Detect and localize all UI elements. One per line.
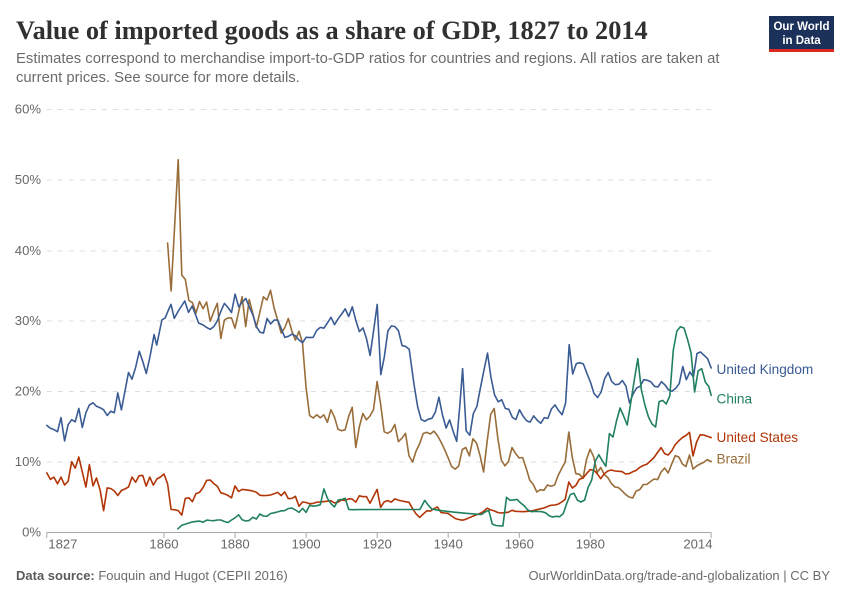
svg-text:1880: 1880	[221, 537, 250, 552]
svg-text:1900: 1900	[292, 537, 321, 552]
svg-text:30%: 30%	[15, 313, 42, 328]
svg-text:20%: 20%	[15, 384, 42, 399]
svg-text:United States: United States	[717, 430, 799, 445]
svg-text:1860: 1860	[149, 537, 178, 552]
svg-text:United Kingdom: United Kingdom	[717, 362, 814, 377]
svg-text:1980: 1980	[576, 537, 605, 552]
svg-text:50%: 50%	[15, 172, 42, 187]
svg-text:2014: 2014	[683, 537, 712, 552]
svg-text:1920: 1920	[363, 537, 392, 552]
svg-text:10%: 10%	[15, 454, 42, 469]
svg-text:40%: 40%	[15, 243, 42, 258]
svg-text:China: China	[717, 392, 753, 407]
svg-text:Brazil: Brazil	[717, 452, 751, 467]
svg-text:0%: 0%	[22, 525, 41, 540]
svg-text:60%: 60%	[15, 102, 42, 117]
svg-text:1960: 1960	[505, 537, 534, 552]
svg-text:1827: 1827	[48, 537, 77, 552]
svg-text:1940: 1940	[434, 537, 463, 552]
